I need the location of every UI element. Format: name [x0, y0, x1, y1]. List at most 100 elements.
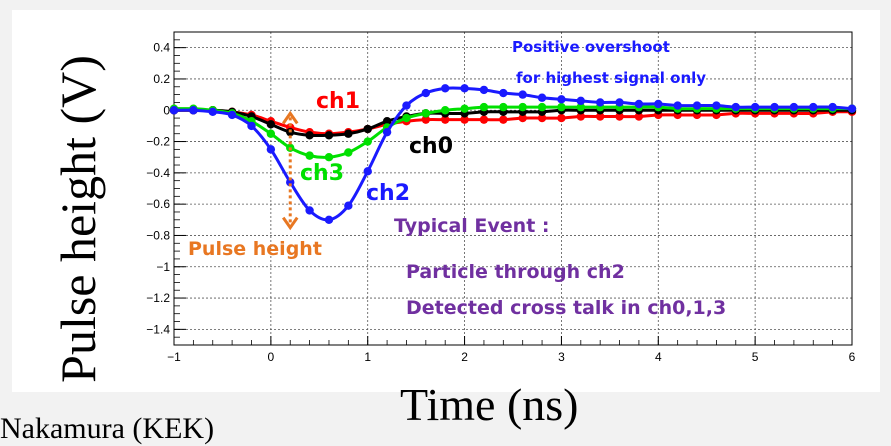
pulse-height-label: Pulse height [188, 238, 322, 260]
data-point-ch2 [750, 102, 760, 112]
y-axis-label: Pulse height (V) [50, 55, 106, 383]
data-point-ch1 [576, 112, 585, 121]
data-point-ch2 [402, 101, 411, 110]
data-point-ch1 [634, 112, 644, 121]
data-point-ch2 [286, 178, 295, 187]
figure: −1 0 1 2 3 4 5 6 −1.4 −1.2 −1 −0.8 −0.6 −0.4 −0.2 0 0.2 0… [0, 10, 880, 445]
label-ch2: ch2 [366, 181, 410, 206]
y-tick-label: −1.2 [146, 291, 170, 305]
label-ch0: ch0 [409, 134, 453, 159]
data-point-ch3 [266, 129, 276, 138]
y-tick-label: −0.4 [146, 166, 170, 180]
event-note-line2: Particle through ch2 [406, 261, 625, 283]
data-point-ch3 [363, 137, 372, 146]
data-point-ch2 [634, 99, 644, 109]
data-point-ch3 [460, 104, 469, 113]
data-point-ch2 [537, 93, 547, 102]
y-tick-label: −0.6 [146, 197, 170, 211]
data-point-ch2 [247, 121, 256, 131]
x-tick-label: 6 [849, 350, 856, 364]
data-point-ch2 [479, 85, 489, 95]
data-point-ch2 [460, 84, 469, 93]
data-point-ch3 [441, 106, 450, 115]
data-point-ch2 [692, 101, 702, 110]
overshoot-note-line1: Positive overshoot [512, 38, 670, 56]
data-point-ch2 [441, 84, 450, 93]
data-point-ch2 [654, 99, 663, 109]
data-point-ch1 [441, 115, 450, 124]
data-point-ch0 [305, 131, 314, 140]
data-point-ch2 [305, 206, 314, 215]
y-tick-label: −0.2 [146, 135, 170, 149]
footer-text: Nakamura (KEK) [0, 412, 215, 445]
data-point-ch2 [227, 110, 237, 120]
data-point-ch1 [460, 115, 469, 124]
data-point-ch3 [557, 102, 566, 112]
y-tick-label: −1 [156, 260, 170, 274]
data-point-ch2 [344, 201, 353, 210]
data-point-ch3 [305, 151, 314, 160]
data-point-ch2 [421, 88, 431, 98]
y-tick-label: 0 [163, 103, 170, 117]
data-point-ch3 [499, 102, 508, 112]
data-point-ch2 [518, 90, 527, 99]
axis-ticks: −1 0 1 2 3 4 5 6 −1.4 −1.2 −1 −0.8 −0.6 −0.4 −0.2 0 0.2 0… [146, 31, 856, 364]
x-tick-label: 4 [655, 350, 662, 364]
data-point-ch2 [809, 102, 818, 112]
data-point-ch2 [189, 106, 198, 115]
chart: −1 0 1 2 3 4 5 6 −1.4 −1.2 −1 −0.8 −0.6 −0.4 −0.2 0 0.2 0… [146, 31, 857, 364]
data-point-ch1 [518, 113, 527, 123]
data-point-ch1 [479, 115, 489, 124]
y-tick-label: 0.2 [153, 72, 170, 86]
overshoot-note-line2: for highest signal only [516, 69, 706, 87]
pulse-height-arrow [282, 110, 299, 231]
data-point-ch1 [615, 112, 624, 121]
data-point-ch3 [479, 102, 489, 112]
x-tick-label: 3 [558, 350, 565, 364]
data-point-ch2 [266, 145, 276, 154]
data-point-ch0 [344, 129, 353, 138]
data-point-ch3 [421, 109, 431, 118]
label-ch1: ch1 [316, 89, 360, 114]
series-ch2 [169, 84, 857, 224]
data-point-ch0 [324, 131, 334, 140]
data-point-ch1 [537, 113, 547, 123]
data-point-ch3 [324, 153, 334, 162]
data-point-ch2 [595, 98, 605, 107]
data-point-ch1 [421, 115, 431, 124]
x-tick-label: −1 [167, 350, 181, 364]
x-tick-label: 0 [268, 350, 275, 364]
data-point-ch3 [402, 113, 411, 123]
y-tick-label: −1.4 [146, 322, 170, 336]
data-point-ch3 [537, 102, 547, 112]
data-point-ch2 [615, 98, 624, 107]
data-point-ch2 [673, 101, 682, 110]
data-point-ch2 [557, 95, 566, 104]
data-point-ch3 [344, 148, 353, 157]
data-point-ch2 [576, 96, 585, 106]
data-point-ch0 [266, 120, 276, 129]
x-tick-label: 2 [461, 350, 468, 364]
data-point-ch2 [731, 102, 740, 112]
data-point-ch3 [518, 102, 527, 112]
data-point-ch2 [712, 101, 721, 110]
event-note-line3: Detected cross talk in ch0,1,3 [406, 297, 726, 319]
data-point-ch0 [363, 124, 372, 134]
label-ch3: ch3 [300, 161, 344, 186]
data-point-ch2 [789, 102, 799, 112]
x-axis-label: Time (ns) [400, 379, 579, 430]
x-tick-label: 1 [364, 350, 371, 364]
data-point-ch2 [208, 107, 217, 117]
data-point-ch2 [770, 102, 779, 112]
x-tick-label: 5 [752, 350, 759, 364]
y-tick-label: −0.8 [146, 228, 170, 242]
series-line-ch1 [174, 108, 853, 136]
series-layer [169, 84, 857, 224]
data-point-ch2 [847, 104, 857, 113]
event-note-line1: Typical Event : [394, 215, 550, 237]
data-point-ch2 [324, 215, 334, 224]
data-point-ch3 [576, 102, 585, 112]
data-point-ch2 [363, 167, 372, 176]
data-point-ch1 [557, 113, 566, 123]
y-tick-label: 0.4 [153, 41, 170, 55]
